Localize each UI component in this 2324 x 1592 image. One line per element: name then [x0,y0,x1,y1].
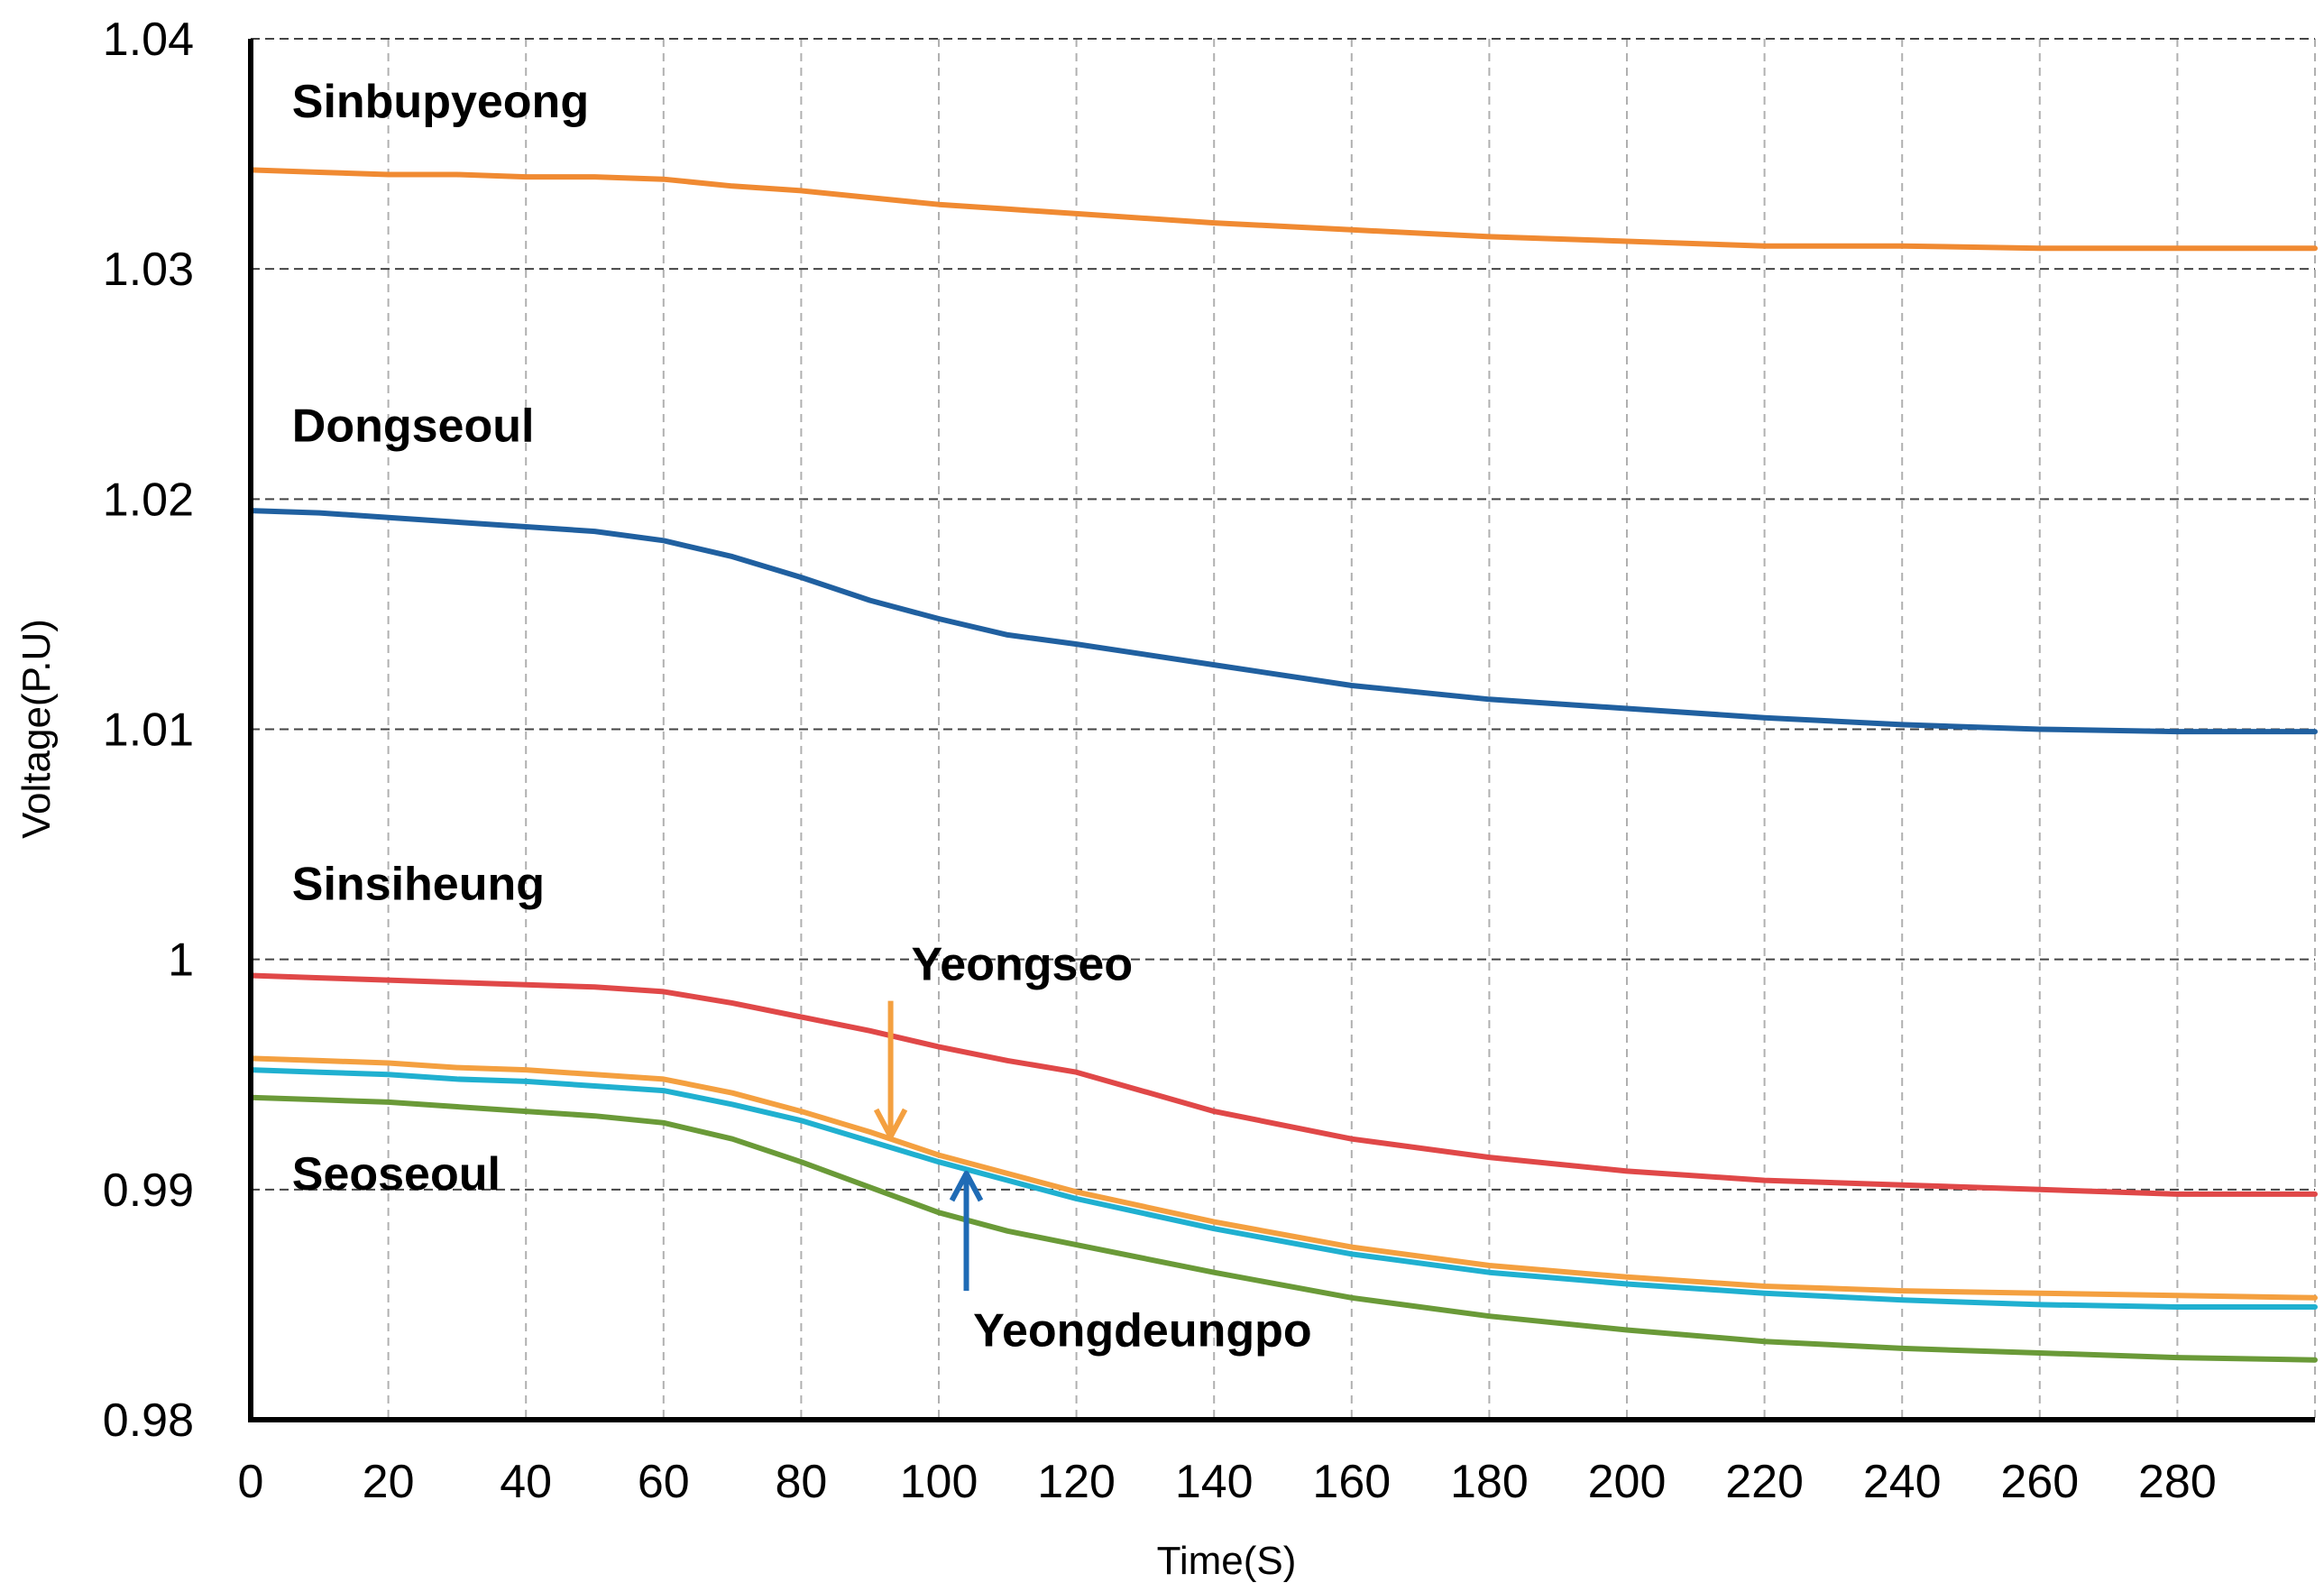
series-label-dongseoul: Dongseoul [292,400,535,453]
annotation-arrowhead-yeongseo [873,1108,908,1140]
series-label-yeongdeungpo: Yeongdeungpo [973,1304,1312,1357]
series-label-yeongseo: Yeongseo [911,939,1133,991]
x-tick-labels: 0 20 40 60 80 100 120 140 160 180 200 220 240 260 280 [238,1456,2217,1508]
x-tick-label: 120 [1037,1456,1116,1508]
x-tick-label: 260 [2000,1456,2079,1508]
x-tick-label: 240 [1863,1456,1942,1508]
x-tick-label: 100 [900,1456,978,1508]
axes [248,39,2315,1422]
x-axis-title: Time(S) [1157,1539,1297,1583]
x-tick-label: 40 [500,1456,552,1508]
y-tick-label: 1.02 [103,474,194,526]
grid-lines [251,38,2316,1420]
x-tick-label: 60 [638,1456,690,1508]
series-annotations: Sinbupyeong Dongseoul Sinsiheung Yeongseo Se… [292,76,1312,1357]
y-tick-label: 1.01 [103,704,194,757]
series-label-sinbupyeong: Sinbupyeong [292,76,589,128]
y-tick-label: 1 [168,934,194,987]
x-tick-label: 0 [238,1456,264,1508]
x-tick-label: 20 [363,1456,415,1508]
series-line-yeongseo [248,1055,2318,1301]
y-tick-label: 1.03 [103,244,194,296]
x-tick-label: 220 [1725,1456,1804,1508]
y-tick-labels: 0.98 0.99 1 1.01 1.02 1.03 1.04 [103,14,194,1447]
series-line-sinsiheung [248,972,2318,1197]
series-line-dongseoul [248,508,2318,735]
series-label-sinsiheung: Sinsiheung [292,858,545,910]
series-lines [248,167,2318,1363]
y-tick-label: 0.99 [103,1164,194,1217]
y-tick-label: 0.98 [103,1394,194,1447]
x-tick-label: 80 [775,1456,827,1508]
x-tick-label: 200 [1588,1456,1667,1508]
x-tick-label: 160 [1312,1456,1391,1508]
x-tick-label: 140 [1175,1456,1254,1508]
y-axis-title: Voltage(P.U) [14,619,59,839]
series-line-sinbupyeong [248,167,2318,252]
series-label-seoseoul: Seoseoul [292,1148,501,1201]
x-tick-label: 180 [1450,1456,1529,1508]
x-tick-label: 280 [2138,1456,2217,1508]
series-line-seoseoul [248,1094,2318,1363]
series-line-yeongdeungpo [248,1067,2318,1310]
y-tick-label: 1.04 [103,14,194,66]
annotation-arrowhead-yeongdeungpo [949,1170,984,1202]
